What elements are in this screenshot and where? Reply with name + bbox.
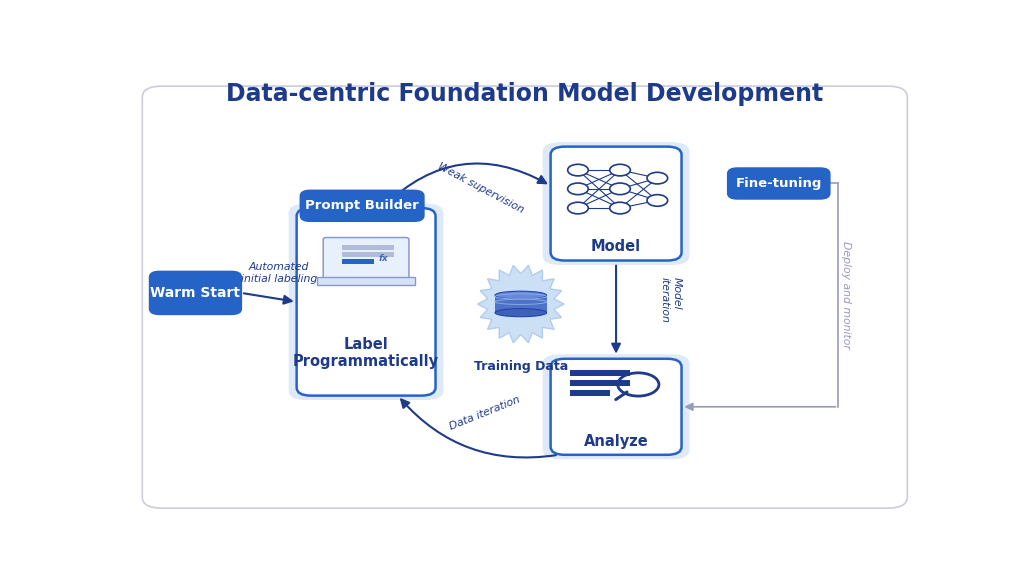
FancyBboxPatch shape <box>297 208 435 396</box>
Bar <box>570 380 630 386</box>
Bar <box>570 369 630 375</box>
Circle shape <box>647 195 668 206</box>
Bar <box>316 277 416 285</box>
Text: Analyze: Analyze <box>584 434 648 449</box>
Text: Automated
initial labeling: Automated initial labeling <box>241 262 316 284</box>
Text: Warm Start: Warm Start <box>151 286 241 300</box>
Text: Model
iteration: Model iteration <box>659 277 681 322</box>
FancyBboxPatch shape <box>728 168 829 199</box>
Bar <box>495 295 547 313</box>
Text: Data iteration: Data iteration <box>449 395 522 432</box>
FancyBboxPatch shape <box>301 191 424 221</box>
FancyBboxPatch shape <box>551 359 682 455</box>
Text: Training Data: Training Data <box>474 360 568 373</box>
Text: Weak supervision: Weak supervision <box>436 161 526 215</box>
FancyBboxPatch shape <box>551 147 682 260</box>
Polygon shape <box>477 266 564 343</box>
Bar <box>342 245 394 249</box>
Text: Label
Programmatically: Label Programmatically <box>293 337 439 369</box>
Circle shape <box>567 202 588 214</box>
Circle shape <box>609 202 631 214</box>
Ellipse shape <box>495 291 547 299</box>
Text: Data-centric Foundation Model Development: Data-centric Foundation Model Developmen… <box>226 82 823 106</box>
FancyBboxPatch shape <box>324 238 409 279</box>
FancyBboxPatch shape <box>543 354 689 459</box>
Text: Prompt Builder: Prompt Builder <box>305 200 419 212</box>
Text: fx: fx <box>379 253 388 263</box>
Bar <box>570 390 609 396</box>
FancyBboxPatch shape <box>543 142 689 265</box>
Text: Model: Model <box>591 239 641 253</box>
Circle shape <box>609 164 631 176</box>
FancyBboxPatch shape <box>150 271 241 314</box>
Text: Fine-tuning: Fine-tuning <box>735 177 822 190</box>
FancyBboxPatch shape <box>289 204 443 400</box>
Text: Deploy and monitor: Deploy and monitor <box>841 241 851 349</box>
Ellipse shape <box>495 309 547 317</box>
Circle shape <box>609 183 631 195</box>
Circle shape <box>567 183 588 195</box>
Bar <box>342 252 394 257</box>
Circle shape <box>647 172 668 184</box>
Bar <box>342 259 374 264</box>
Circle shape <box>567 164 588 176</box>
